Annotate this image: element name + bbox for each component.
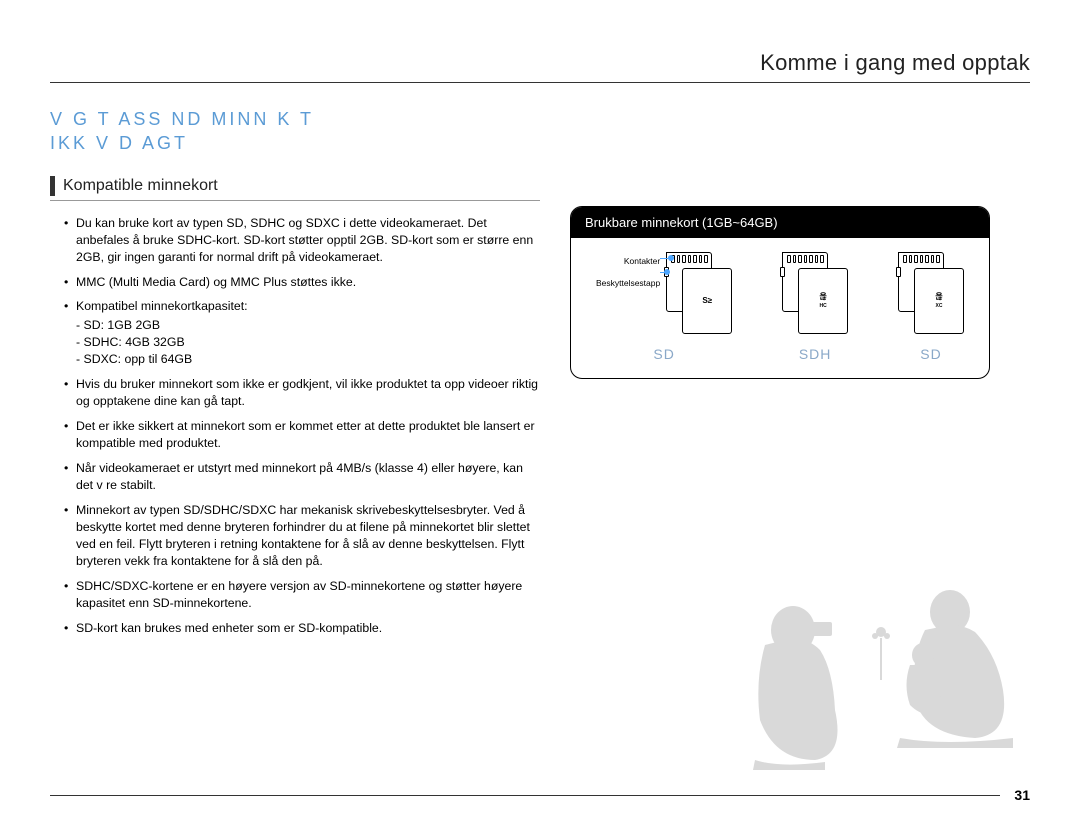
sd-card-icon: S≥ — [666, 252, 732, 336]
section-title: V G T ASS ND MINN K T IKK V D AGT — [50, 107, 1030, 156]
label-contacts: Kontakter — [596, 252, 660, 271]
capacity-sublist: - SD: 1GB 2GB - SDHC: 4GB 32GB - SDXC: o… — [76, 317, 540, 368]
subheading-row: Kompatible minnekort — [50, 176, 540, 201]
bullet-item: Du kan bruke kort av typen SD, SDHC og S… — [64, 215, 540, 266]
header-rule: Komme i gang med opptak — [50, 50, 1030, 83]
page-header-title: Komme i gang med opptak — [760, 50, 1030, 75]
card-type-label: SDH — [799, 346, 832, 362]
bullet-item: Kompatibel minnekortkapasitet: - SD: 1GB… — [64, 298, 540, 368]
left-column: Kompatible minnekort Du kan bruke kort a… — [50, 176, 540, 645]
subhead-bar-icon — [50, 176, 55, 196]
bullet-item: Når videokameraet er utstyrt med minneko… — [64, 460, 540, 494]
bullet-item: Hvis du bruker minnekort som ikke er god… — [64, 376, 540, 410]
footer-rule — [50, 795, 1000, 796]
page-number: 31 — [1014, 787, 1030, 803]
card-item-sd: Kontakter Beskyttelsestapp — [596, 252, 732, 362]
sdxc-card-icon: 읂XC — [898, 252, 964, 336]
card-type-label: SD — [653, 346, 674, 362]
silhouette-illustration — [725, 560, 1025, 770]
memory-card-panel: Brukbare minnekort (1GB~64GB) Kontakter … — [570, 206, 990, 379]
label-protect-tab: Beskyttelsestapp — [596, 274, 660, 293]
sdhc-card-icon: 읂HC — [782, 252, 848, 336]
bullet-list: Du kan bruke kort av typen SD, SDHC og S… — [50, 215, 540, 637]
section-title-line2: IKK V D AGT — [50, 133, 188, 153]
panel-header: Brukbare minnekort (1GB~64GB) — [571, 207, 989, 238]
bullet-item: SDHC/SDXC-kortene er en høyere versjon a… — [64, 578, 540, 612]
panel-body: Kontakter Beskyttelsestapp — [571, 238, 989, 378]
section-title-line1: V G T ASS ND MINN K T — [50, 109, 314, 129]
card-type-label: SD — [920, 346, 941, 362]
callout-labels: Kontakter Beskyttelsestapp — [596, 252, 660, 293]
card-item-sdxc: 읂XC SD — [898, 252, 964, 362]
card-item-sdhc: 읂HC SDH — [782, 252, 848, 362]
bullet-item: MMC (Multi Media Card) og MMC Plus støtt… — [64, 274, 540, 291]
bullet-item: Det er ikke sikkert at minnekort som er … — [64, 418, 540, 452]
subheading: Kompatible minnekort — [63, 177, 218, 195]
bullet-item: Minnekort av typen SD/SDHC/SDXC har meka… — [64, 502, 540, 570]
bullet-item: SD-kort kan brukes med enheter som er SD… — [64, 620, 540, 637]
